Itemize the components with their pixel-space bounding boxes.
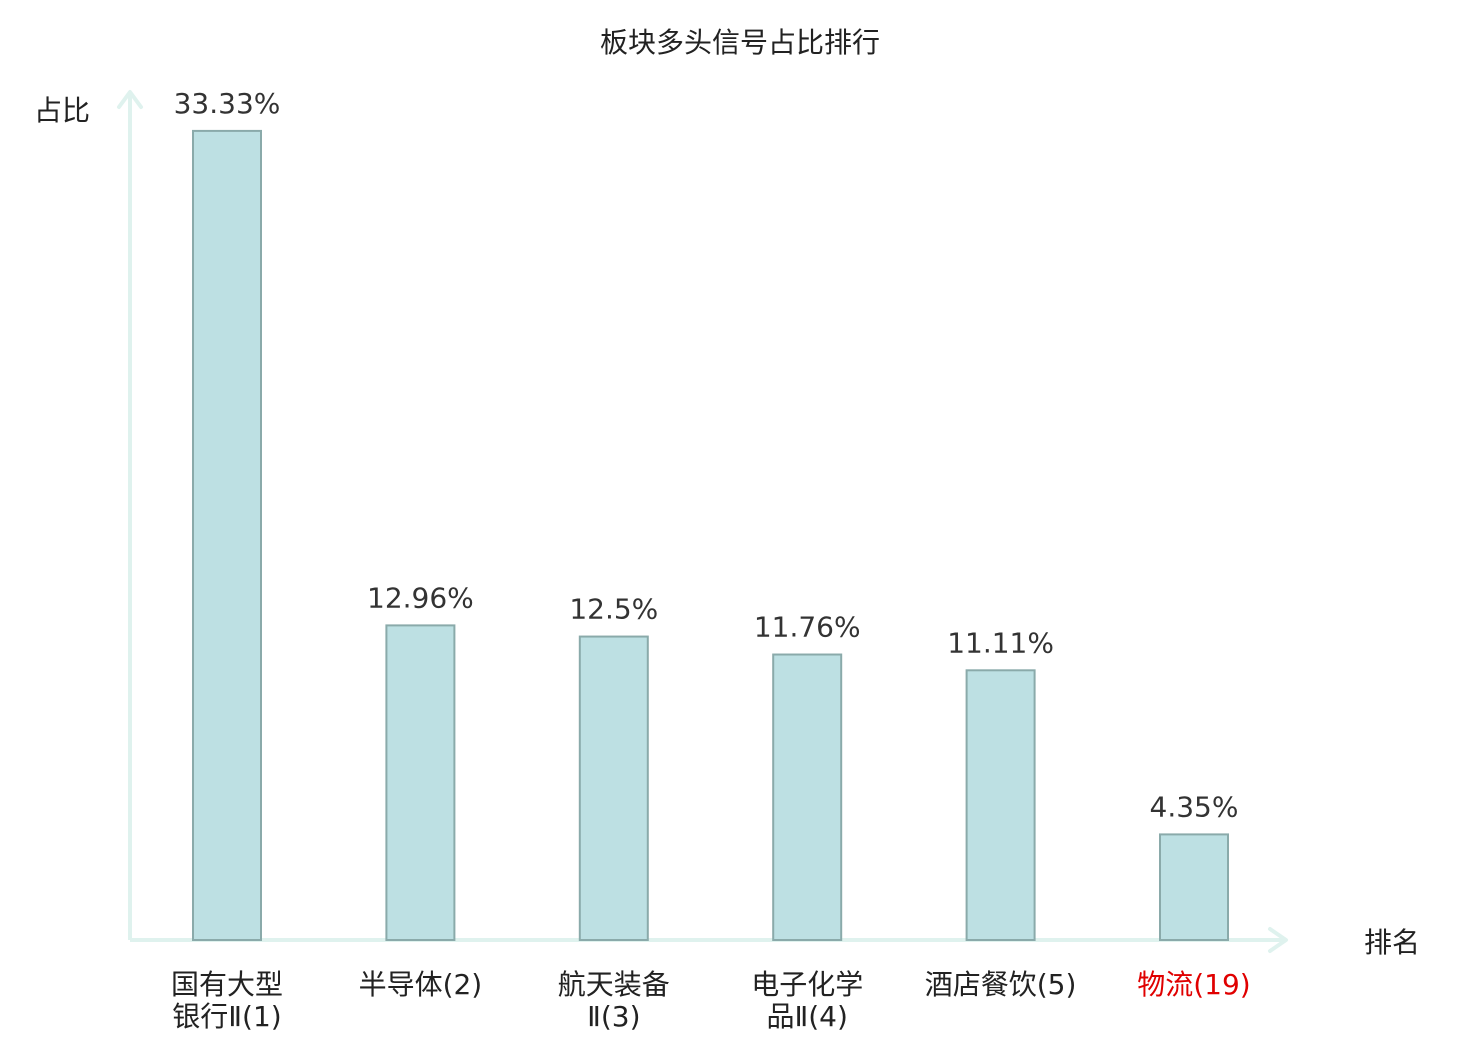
x-axis-arrow-icon: [1268, 927, 1288, 953]
x-tick-label: 品Ⅱ(4): [766, 1000, 847, 1033]
x-tick-label: 酒店餐饮(5): [925, 968, 1077, 1001]
x-tick-label: 物流(19): [1137, 968, 1250, 1001]
x-tick-label: 航天装备: [558, 968, 670, 1001]
value-labels-group: 33.33% 12.96% 12.5% 11.76% 11.11% 4.35%: [174, 87, 1239, 823]
x-tick-label: 半导体(2): [359, 968, 483, 1001]
x-axis: 排名: [130, 926, 1420, 959]
bar-value-label: 33.33%: [174, 87, 281, 120]
y-axis: 占比: [34, 90, 143, 940]
x-tick-label: 国有大型: [171, 968, 283, 1001]
x-axis-label: 排名: [1364, 926, 1420, 959]
bar: [192, 129, 262, 942]
x-tick-label: Ⅱ(3): [587, 1000, 640, 1033]
bar-value-label: 11.76%: [754, 611, 861, 644]
x-tick-label: 电子化学: [751, 968, 863, 1001]
bar-value-label: 12.96%: [367, 581, 474, 614]
bar-value-label: 12.5%: [569, 593, 658, 626]
bar: [772, 653, 843, 941]
bar: [578, 635, 649, 942]
chart-title: 板块多头信号占比排行: [600, 26, 880, 59]
y-axis-arrow-icon: [117, 90, 143, 109]
y-axis-label: 占比: [34, 94, 90, 127]
bar: [385, 624, 456, 941]
bar: [1159, 833, 1229, 941]
bar-value-label: 4.35%: [1150, 790, 1239, 823]
bar-value-label: 11.11%: [947, 626, 1054, 659]
bar: [965, 669, 1036, 941]
x-tick-label: 银行Ⅱ(1): [172, 1000, 281, 1033]
bars-group: [192, 129, 1229, 942]
